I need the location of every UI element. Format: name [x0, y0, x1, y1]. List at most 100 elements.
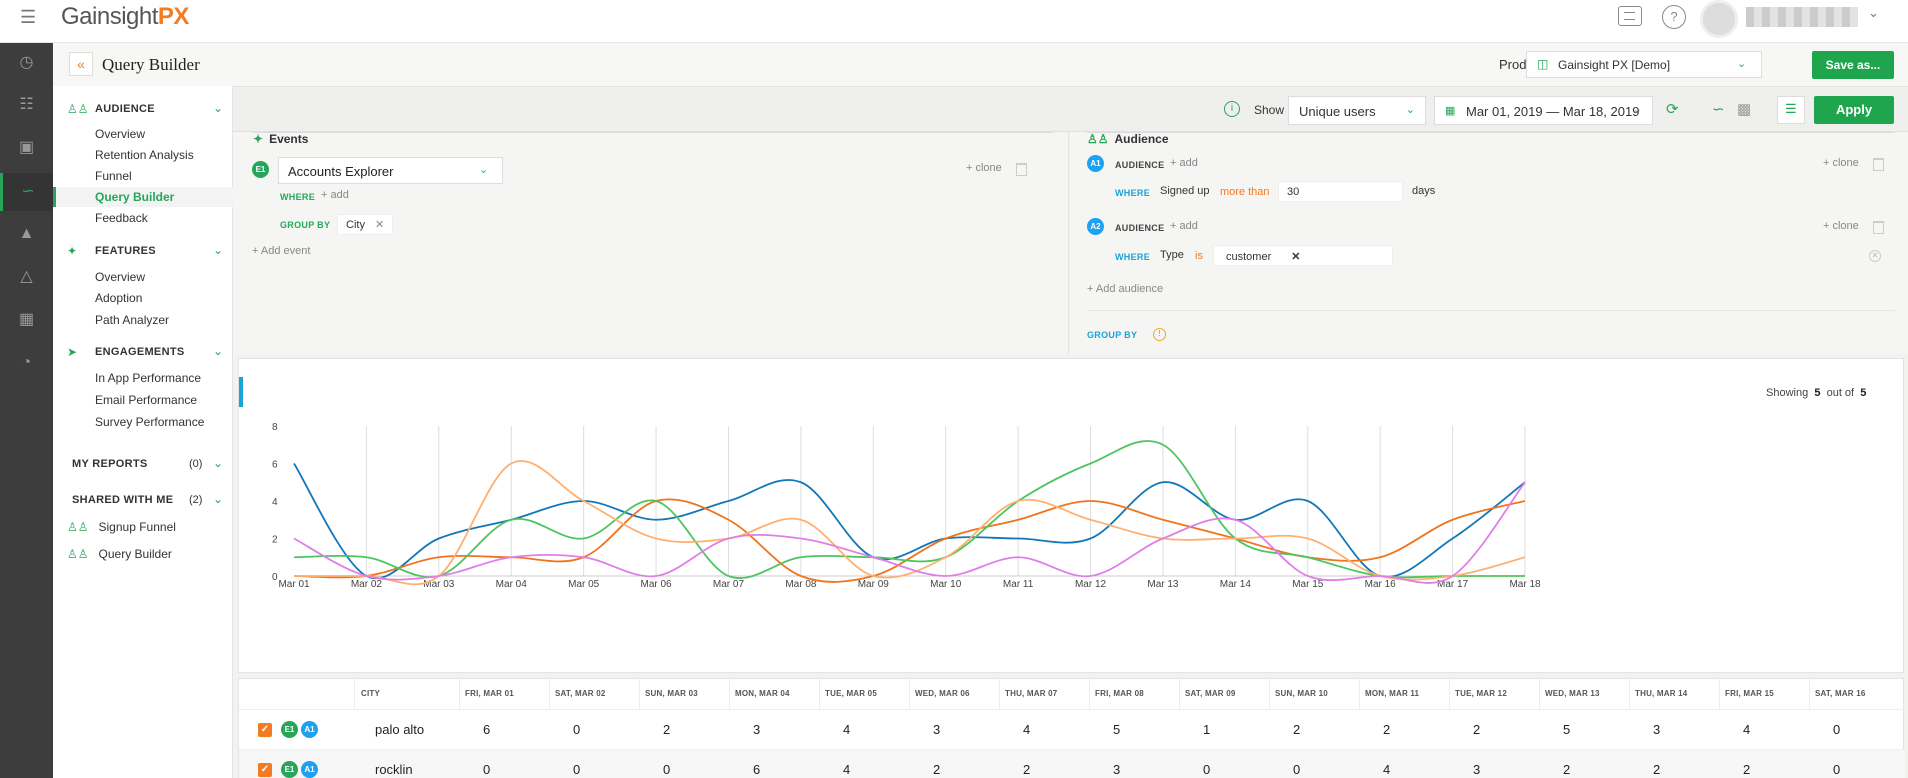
sidebar-item-feedback[interactable]: Feedback [95, 211, 148, 225]
condition-field[interactable]: Type [1160, 249, 1184, 261]
user-menu-chevron-icon[interactable]: ⌄ [1868, 5, 1879, 20]
sidebar-item-adoption[interactable]: Adoption [95, 291, 143, 305]
shared-item-signup-funnel[interactable]: ♙♙ Signup Funnel [67, 520, 176, 534]
condition-operator[interactable]: is [1195, 250, 1203, 262]
clone-audience-link[interactable]: + clone [1823, 220, 1859, 232]
sidebar-section-shared[interactable]: SHARED WITH ME (2) ⌄ [53, 491, 233, 511]
trash-icon[interactable] [1873, 158, 1884, 171]
column-header[interactable]: SAT, MAR 09 [1185, 689, 1236, 698]
column-header[interactable]: WED, MAR 13 [1545, 689, 1600, 698]
group-by-chip[interactable]: City ✕ [337, 214, 394, 235]
sidebar-item-survey-performance[interactable]: Survey Performance [95, 415, 205, 429]
column-header[interactable]: THU, MAR 07 [1005, 689, 1058, 698]
chat-icon[interactable] [1618, 6, 1642, 26]
add-audience-link[interactable]: + Add audience [1087, 283, 1164, 295]
info-icon[interactable]: i [1224, 101, 1240, 117]
event-select[interactable]: Accounts Explorer ⌄ [278, 157, 503, 184]
column-header[interactable]: SAT, MAR 02 [555, 689, 606, 698]
trash-icon[interactable] [1016, 163, 1027, 176]
refresh-icon[interactable]: ⟳ [1666, 101, 1679, 118]
sidebar-item-path-analyzer[interactable]: Path Analyzer [95, 313, 170, 327]
condition-operator[interactable]: more than [1220, 186, 1270, 198]
show-label: Show [1254, 103, 1285, 117]
remove-icon[interactable]: ✕ [1291, 251, 1301, 263]
column-header[interactable]: FRI, MAR 15 [1725, 689, 1774, 698]
shared-item-query-builder[interactable]: ♙♙ Query Builder [67, 547, 172, 561]
people-icon[interactable]: ☷ [19, 96, 34, 113]
clone-event-link[interactable]: + clone [966, 162, 1002, 174]
chevron-down-icon[interactable]: ⌄ [213, 492, 224, 506]
sidebar-section-my-reports[interactable]: MY REPORTS (0) ⌄ [53, 455, 233, 475]
clone-audience-link[interactable]: + clone [1823, 157, 1859, 169]
analytics-icon[interactable]: ∽ [0, 173, 53, 211]
chevron-down-icon[interactable]: ⌄ [213, 101, 224, 115]
y-tick-label: 0 [272, 572, 278, 583]
row-checkbox[interactable]: ✓ [258, 763, 272, 777]
sidebar-section-audience[interactable]: ♙♙ AUDIENCE ⌄ [53, 100, 233, 120]
briefcase-icon[interactable]: ▣ [18, 139, 35, 156]
column-divider [729, 679, 730, 709]
condition-value-input[interactable]: customer ✕ [1213, 245, 1393, 266]
apply-button[interactable]: Apply [1814, 96, 1894, 124]
audience-badge: A1 [301, 761, 318, 778]
sidebar-item-in-app-performance[interactable]: In App Performance [95, 371, 202, 385]
column-header[interactable]: SUN, MAR 10 [1275, 689, 1328, 698]
export-button[interactable]: ☰ [1777, 96, 1805, 124]
sidebar-item-email-performance[interactable]: Email Performance [95, 393, 198, 407]
y-tick-label: 4 [272, 497, 278, 508]
help-icon[interactable]: ? [1662, 5, 1686, 29]
chevron-down-icon[interactable]: ⌄ [213, 243, 224, 257]
condition-value-input[interactable]: 30 [1278, 181, 1403, 202]
dashboard-icon[interactable]: ◷ [19, 54, 34, 71]
brand-logo[interactable]: GainsightPX [61, 3, 189, 30]
column-header[interactable]: FRI, MAR 08 [1095, 689, 1144, 698]
add-where-link[interactable]: + add [321, 189, 349, 201]
warning-icon[interactable]: ! [1153, 328, 1166, 341]
graduation-cap-icon[interactable]: △ [20, 268, 33, 285]
sidebar-section-engagements[interactable]: ➤ ENGAGEMENTS ⌄ [53, 343, 233, 363]
hamburger-menu-icon[interactable]: ☰ [20, 7, 37, 27]
add-audience-condition-link[interactable]: + add [1170, 220, 1198, 232]
metric-select[interactable]: Unique users ⌄ [1288, 96, 1426, 125]
sidebar-item-retention-analysis[interactable]: Retention Analysis [95, 148, 194, 162]
row-checkbox[interactable]: ✓ [258, 723, 272, 737]
rocket-icon[interactable]: ▲ [18, 225, 35, 242]
product-select[interactable]: ◫ Gainsight PX [Demo] ⌄ [1526, 51, 1762, 78]
date-range-picker[interactable]: ▦ Mar 01, 2019 — Mar 18, 2019 ⌄ [1434, 96, 1653, 125]
series-line [293, 440, 1525, 579]
remove-icon[interactable]: ✕ [374, 219, 385, 231]
column-header[interactable]: TUE, MAR 05 [825, 689, 877, 698]
column-header-city[interactable]: CITY [361, 689, 381, 698]
add-audience-condition-link[interactable]: + add [1170, 157, 1198, 169]
sidebar-item-query-builder[interactable]: Query Builder [95, 190, 175, 204]
avatar[interactable] [1700, 0, 1738, 38]
column-header[interactable]: MON, MAR 11 [1365, 689, 1420, 698]
column-header[interactable]: TUE, MAR 12 [1455, 689, 1507, 698]
sidebar-item-funnel[interactable]: Funnel [95, 169, 132, 183]
trash-icon[interactable] [1873, 221, 1884, 234]
column-header[interactable]: SAT, MAR 16 [1815, 689, 1866, 698]
column-header[interactable]: FRI, MAR 01 [465, 689, 514, 698]
column-header[interactable]: WED, MAR 06 [915, 689, 970, 698]
line-chart: 0 2 4 6 8 Mar 01 Mar 02 Mar 03 Mar 04 Mar 05 Mar 0… [272, 422, 1541, 590]
column-header[interactable]: SUN, MAR 03 [645, 689, 698, 698]
chevron-down-icon[interactable]: ⌄ [213, 344, 224, 358]
flow-icon[interactable]: ▦ [18, 311, 35, 328]
chevron-down-icon[interactable]: ⌄ [213, 456, 224, 470]
value-cell: 0 [573, 762, 581, 777]
value-cell: 4 [843, 722, 851, 737]
line-chart-icon[interactable]: ∽ [1712, 101, 1725, 118]
column-header[interactable]: THU, MAR 14 [1635, 689, 1688, 698]
bar-chart-icon[interactable]: ▩ [1737, 101, 1752, 118]
sidebar-item-features-overview[interactable]: Overview [95, 270, 146, 284]
sidebar-section-features[interactable]: ✦ FEATURES ⌄ [53, 242, 233, 262]
remove-condition-icon[interactable]: ✕ [1869, 250, 1881, 262]
save-as-button[interactable]: Save as... [1812, 51, 1894, 79]
user-name-blurred[interactable] [1746, 7, 1858, 27]
condition-field[interactable]: Signed up [1160, 185, 1210, 197]
column-header[interactable]: MON, MAR 04 [735, 689, 790, 698]
collapse-sidebar-button[interactable]: « [69, 52, 93, 76]
sidebar-item-overview[interactable]: Overview [95, 127, 146, 141]
add-event-link[interactable]: + Add event [252, 245, 311, 257]
pie-chart-icon[interactable]: ◔ [21, 354, 32, 371]
